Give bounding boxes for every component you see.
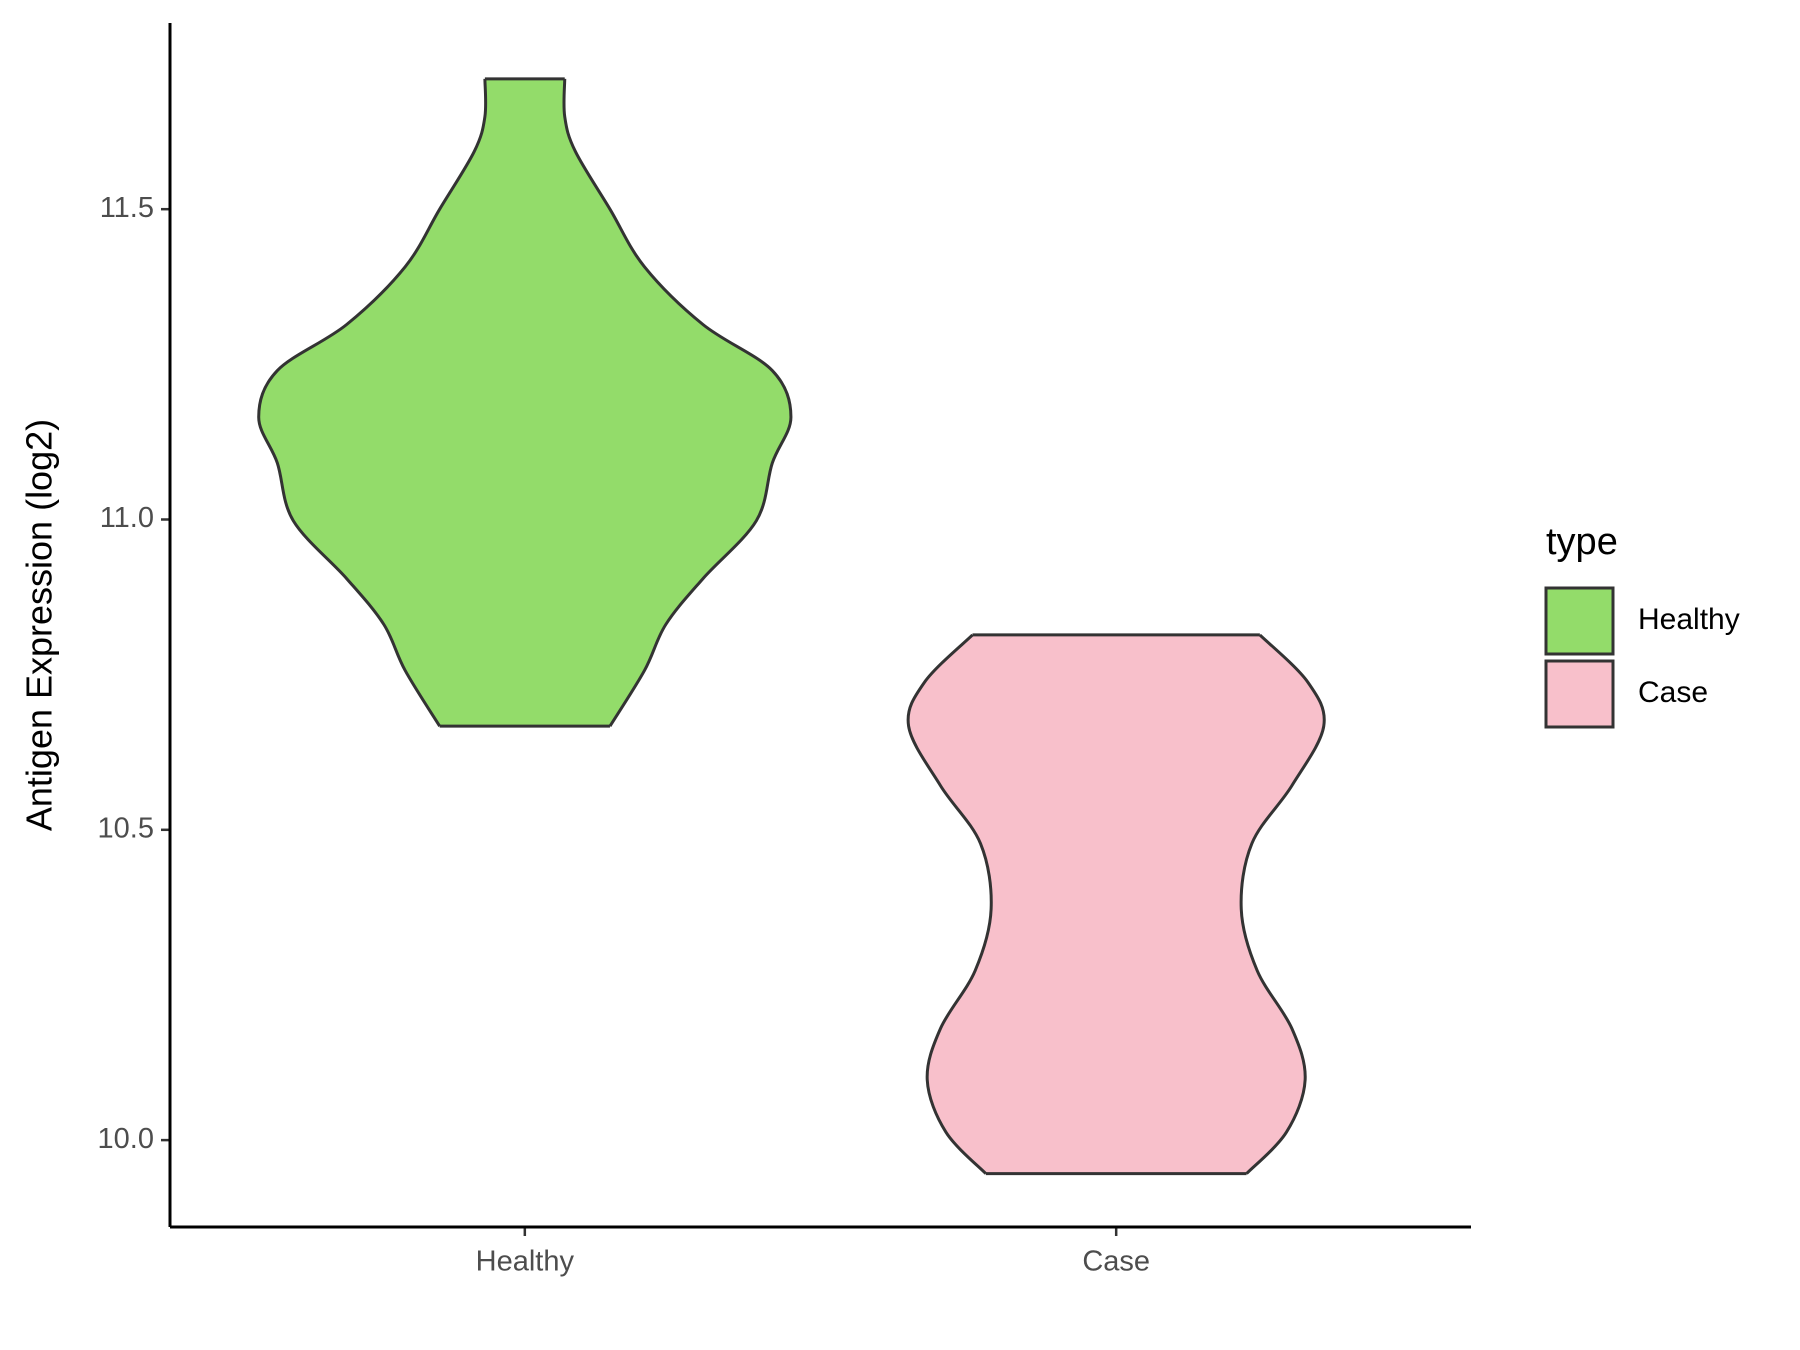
y-tick-label: 11.0 — [100, 502, 154, 534]
legend-label: Case — [1638, 676, 1708, 709]
violin-fill — [908, 634, 1325, 1174]
legend-label: Healthy — [1638, 603, 1740, 636]
violin-fill — [258, 78, 791, 727]
x-tick-label: Healthy — [476, 1246, 575, 1278]
violin-outline-left — [257, 78, 488, 727]
y-tick-label: 11.5 — [100, 192, 154, 224]
legend-key — [1544, 659, 1615, 729]
y-tick-label: 10.0 — [98, 1123, 154, 1155]
legend-title: type — [1546, 521, 1618, 563]
x-tick-label: Case — [1082, 1246, 1150, 1278]
violin-outline-right — [1239, 633, 1326, 1175]
legend-key — [1544, 586, 1615, 656]
violin-outline-left — [906, 633, 993, 1175]
y-tick-label: 10.5 — [98, 812, 154, 844]
y-axis-label: Antigen Expression (log2) — [19, 419, 60, 831]
violin-outline-right — [562, 78, 793, 727]
